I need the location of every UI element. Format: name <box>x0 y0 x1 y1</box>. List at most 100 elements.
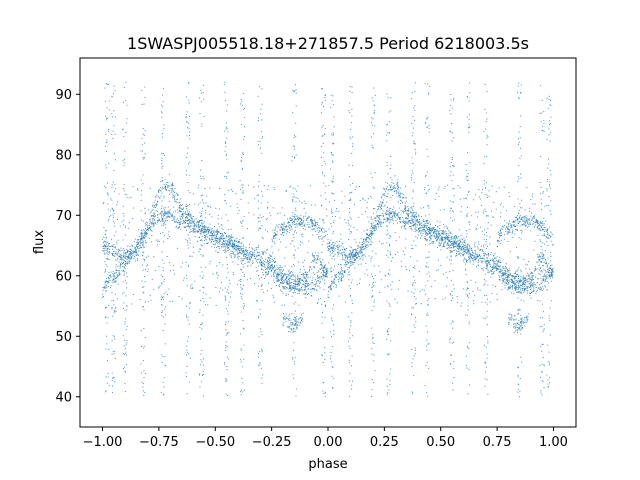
data-point <box>225 251 227 253</box>
data-point <box>187 213 189 215</box>
data-point <box>329 286 331 288</box>
data-point <box>202 175 204 177</box>
data-point <box>470 256 472 258</box>
data-point <box>202 255 204 257</box>
data-point <box>239 247 241 249</box>
data-point <box>390 211 392 213</box>
data-point <box>508 322 510 324</box>
data-point <box>328 296 330 298</box>
data-point <box>540 282 542 284</box>
data-point <box>319 281 321 283</box>
data-point <box>482 250 484 252</box>
data-point <box>193 226 195 228</box>
data-point <box>352 255 354 257</box>
data-point <box>317 255 319 257</box>
data-point <box>355 248 357 250</box>
data-point <box>209 227 211 229</box>
data-point <box>123 165 125 167</box>
data-point <box>243 257 245 259</box>
data-point <box>122 255 124 257</box>
data-point <box>537 222 539 224</box>
data-point <box>138 255 140 257</box>
data-point <box>162 133 164 135</box>
data-point <box>387 182 389 184</box>
data-point <box>325 272 327 274</box>
data-point <box>319 268 321 270</box>
data-point <box>215 237 217 239</box>
data-point <box>112 385 114 387</box>
data-point <box>483 246 485 248</box>
data-point <box>515 291 517 293</box>
data-point <box>203 232 205 234</box>
data-point <box>252 260 254 262</box>
data-point <box>363 230 365 232</box>
data-point <box>146 229 148 231</box>
data-point <box>151 218 153 220</box>
data-point <box>520 284 522 286</box>
data-point <box>125 354 127 356</box>
data-point <box>448 247 450 249</box>
data-point <box>499 266 501 268</box>
data-point <box>214 239 216 241</box>
data-point <box>426 227 428 229</box>
data-point <box>352 254 354 256</box>
data-point <box>464 249 466 251</box>
data-point <box>282 282 284 284</box>
data-point <box>280 266 282 268</box>
data-point <box>273 271 275 273</box>
data-point <box>362 257 364 259</box>
data-point <box>144 276 146 277</box>
data-point <box>521 328 523 330</box>
data-point <box>226 365 228 367</box>
data-point <box>292 221 294 223</box>
data-point <box>316 280 318 282</box>
data-point <box>291 324 293 326</box>
data-point <box>464 257 466 259</box>
data-point <box>500 228 502 230</box>
data-point <box>332 245 334 247</box>
data-point <box>258 285 260 287</box>
data-point <box>188 99 190 101</box>
data-point <box>456 244 458 246</box>
data-point <box>378 215 380 217</box>
data-point <box>472 257 474 259</box>
data-point <box>278 274 280 276</box>
data-point <box>145 242 147 244</box>
data-point <box>286 282 288 284</box>
data-point <box>519 284 521 286</box>
data-point <box>122 160 124 162</box>
data-point <box>453 243 455 245</box>
data-point <box>143 237 145 239</box>
data-point <box>252 262 254 264</box>
data-point <box>125 272 127 274</box>
data-point <box>231 240 233 242</box>
data-point <box>187 319 189 321</box>
data-point <box>457 244 459 246</box>
data-point <box>168 210 170 212</box>
data-point <box>228 244 230 246</box>
data-point <box>343 251 345 253</box>
data-point <box>200 244 202 246</box>
data-point <box>511 232 513 234</box>
data-point <box>515 284 517 286</box>
data-point <box>189 138 191 140</box>
data-point <box>113 377 115 379</box>
data-point <box>163 127 165 129</box>
data-point <box>496 266 498 268</box>
data-point <box>187 211 189 213</box>
data-point <box>488 253 490 255</box>
data-point <box>402 221 404 223</box>
data-point <box>143 377 145 379</box>
data-point <box>510 287 512 289</box>
data-point <box>241 123 243 125</box>
data-point <box>495 269 497 271</box>
data-point <box>200 338 202 340</box>
data-point <box>228 238 230 240</box>
data-point <box>516 270 518 272</box>
data-point <box>105 119 107 121</box>
data-point <box>261 334 263 336</box>
data-point <box>332 281 334 283</box>
data-point <box>161 188 163 190</box>
data-point <box>319 276 321 278</box>
data-point <box>277 274 279 276</box>
